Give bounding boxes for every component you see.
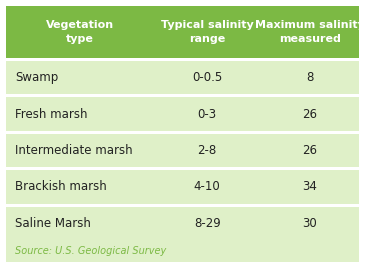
Bar: [6, 94, 359, 97]
Text: Source: U.S. Geological Survey: Source: U.S. Geological Survey: [15, 246, 166, 256]
Bar: [6, 207, 359, 240]
Text: 2-8: 2-8: [197, 144, 217, 157]
Text: 30: 30: [302, 217, 317, 230]
Bar: [6, 131, 359, 134]
Bar: [6, 97, 359, 131]
Bar: [6, 240, 359, 262]
Bar: [6, 204, 359, 207]
Text: Maximum salinity
measured: Maximum salinity measured: [255, 20, 365, 44]
Bar: [6, 240, 359, 243]
Bar: [6, 58, 359, 61]
Text: Brackish marsh: Brackish marsh: [15, 180, 107, 193]
Text: 0-3: 0-3: [197, 107, 217, 121]
Text: Fresh marsh: Fresh marsh: [15, 107, 88, 121]
Text: Vegetation
type: Vegetation type: [46, 20, 114, 44]
Text: 8: 8: [306, 71, 313, 84]
Text: 26: 26: [302, 107, 317, 121]
Text: 26: 26: [302, 144, 317, 157]
Bar: [6, 134, 359, 167]
Text: 0-0.5: 0-0.5: [192, 71, 222, 84]
Bar: [6, 61, 359, 94]
Bar: [6, 170, 359, 204]
Bar: [6, 6, 359, 58]
Text: Intermediate marsh: Intermediate marsh: [15, 144, 133, 157]
Text: 8-29: 8-29: [194, 217, 220, 230]
Text: 4-10: 4-10: [194, 180, 220, 193]
Text: Saline Marsh: Saline Marsh: [15, 217, 91, 230]
Text: 34: 34: [302, 180, 317, 193]
Text: Swamp: Swamp: [15, 71, 58, 84]
Text: Typical salinity
range: Typical salinity range: [161, 20, 254, 44]
Bar: [6, 167, 359, 170]
